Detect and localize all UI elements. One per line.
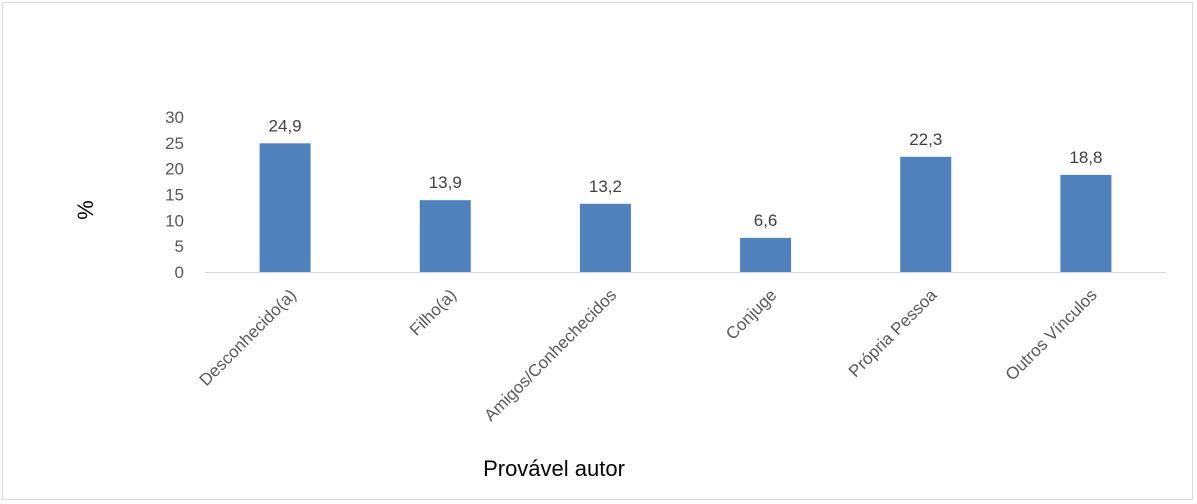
data-labels: 24,9 13,9 13,2 6,6 22,3 18,8 bbox=[269, 116, 1103, 230]
bar bbox=[579, 203, 631, 272]
y-axis-ticks: 0 5 10 15 20 25 30 bbox=[165, 108, 184, 282]
category-labels: Desconhecido(a) Filho(a) Amigos/Conhecheci… bbox=[196, 285, 1101, 425]
y-tick-label: 20 bbox=[165, 160, 184, 179]
data-label: 13,9 bbox=[429, 173, 462, 192]
category-label: Amigos/Conhechecidos bbox=[481, 285, 621, 425]
data-label: 22,3 bbox=[909, 130, 942, 149]
bar bbox=[259, 143, 311, 272]
x-axis-title: Provável autor bbox=[483, 456, 625, 481]
y-tick-label: 5 bbox=[175, 237, 184, 256]
bar bbox=[900, 156, 952, 272]
y-axis-title: % bbox=[73, 200, 98, 220]
bars bbox=[259, 143, 1112, 272]
y-tick-label: 0 bbox=[175, 263, 184, 282]
data-label: 18,8 bbox=[1069, 148, 1102, 167]
category-label: Desconhecido(a) bbox=[196, 285, 300, 389]
y-tick-label: 15 bbox=[165, 186, 184, 205]
category-label: Própria Pessoa bbox=[845, 285, 941, 381]
bar bbox=[419, 200, 471, 272]
y-tick-label: 10 bbox=[165, 211, 184, 230]
y-tick-label: 30 bbox=[165, 108, 184, 127]
data-label: 24,9 bbox=[269, 116, 302, 135]
category-label: Conjuge bbox=[722, 285, 780, 343]
data-label: 13,2 bbox=[589, 177, 622, 196]
bar bbox=[1060, 174, 1112, 272]
data-label: 6,6 bbox=[754, 211, 778, 230]
category-label: Filho(a) bbox=[406, 285, 460, 339]
category-label: Outros Vínculos bbox=[1002, 285, 1101, 384]
y-tick-label: 25 bbox=[165, 134, 184, 153]
bar bbox=[740, 237, 792, 272]
